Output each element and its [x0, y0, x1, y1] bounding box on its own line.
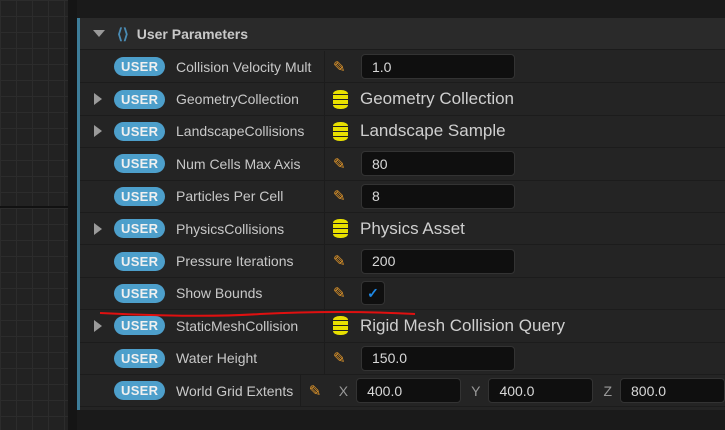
user-badge: USER: [114, 57, 166, 77]
parameter-row: USER Collision Velocity Mult ✎ 1.0: [80, 51, 725, 84]
database-icon: [333, 89, 348, 109]
pencil-icon[interactable]: ✎: [333, 253, 346, 271]
value-cell: ✎ 200: [325, 245, 725, 276]
value-cell: ✎ 80: [325, 148, 725, 179]
parameter-row: USER World Grid Extents ✎ X 400.0 Y 400.0 Z 800.…: [80, 374, 725, 408]
parameter-row: USER StaticMeshCollision Rigid Mesh Collis…: [80, 310, 725, 343]
name-cell: USER Particles Per Cell: [80, 180, 325, 212]
value-input[interactable]: 8: [361, 183, 515, 209]
name-cell: USER GeometryCollection: [80, 83, 325, 115]
parameter-name[interactable]: Water Height: [176, 350, 258, 367]
user-badge: USER: [114, 283, 166, 303]
pencil-icon[interactable]: ✎: [333, 58, 346, 76]
section-title: User Parameters: [136, 25, 249, 42]
database-icon: [333, 121, 348, 141]
checkbox[interactable]: ✓: [361, 281, 385, 306]
user-badge: USER: [114, 251, 166, 271]
collapse-icon[interactable]: [93, 30, 105, 37]
name-cell: USER Show Bounds: [80, 277, 325, 310]
expand-icon[interactable]: [94, 125, 102, 138]
name-cell: USER Pressure Iterations: [80, 245, 325, 277]
parameter-name[interactable]: Pressure Iterations: [176, 253, 294, 270]
parameter-name[interactable]: Collision Velocity Mult: [176, 58, 312, 75]
parameter-name[interactable]: Particles Per Cell: [176, 188, 284, 205]
asset-value[interactable]: Geometry Collection: [360, 89, 515, 109]
details-panel: ⟨⟩ User Parameters USER Collision Velocit…: [77, 18, 725, 410]
pencil-icon[interactable]: ✎: [333, 188, 346, 206]
name-cell: USER LandscapeCollisions: [80, 115, 325, 148]
value-cell: ✎ 8: [325, 181, 725, 212]
expand-icon[interactable]: [94, 319, 102, 332]
user-badge: USER: [114, 219, 166, 239]
name-cell: USER PhysicsCollisions: [80, 212, 325, 245]
value-input[interactable]: 1.0: [361, 54, 515, 80]
parameter-name[interactable]: Show Bounds: [176, 285, 263, 302]
name-cell: USER Water Height: [80, 342, 325, 374]
splitter[interactable]: [68, 0, 77, 430]
parameter-name[interactable]: GeometryCollection: [176, 91, 299, 108]
parameter-icon: ⟨⟩: [117, 25, 129, 43]
graph-canvas[interactable]: [0, 0, 68, 430]
user-badge: USER: [114, 348, 166, 368]
user-badge: USER: [114, 316, 166, 336]
y-input[interactable]: 400.0: [488, 378, 594, 404]
parameter-name[interactable]: Num Cells Max Axis: [176, 155, 301, 172]
database-icon: [333, 316, 348, 336]
section-header[interactable]: ⟨⟩ User Parameters: [80, 18, 725, 50]
parameter-list: USER Collision Velocity Mult ✎ 1.0 USER Geome…: [80, 51, 725, 408]
name-cell: USER Num Cells Max Axis: [80, 148, 325, 180]
x-input[interactable]: 400.0: [356, 378, 462, 404]
asset-value[interactable]: Landscape Sample: [360, 121, 506, 141]
user-badge: USER: [114, 89, 166, 109]
check-icon: ✓: [367, 284, 379, 301]
value-cell: ✎ ✓: [325, 278, 725, 309]
axis-label-z: Z: [603, 382, 612, 399]
pencil-icon[interactable]: ✎: [333, 285, 346, 303]
user-badge: USER: [114, 186, 166, 206]
asset-value[interactable]: Rigid Mesh Collision Query: [360, 315, 566, 335]
expand-icon[interactable]: [94, 222, 102, 235]
value-cell: ✎ 1.0: [325, 51, 725, 82]
expand-icon[interactable]: [94, 93, 102, 106]
parameter-row: USER Num Cells Max Axis ✎ 80: [80, 148, 725, 181]
name-cell: USER Collision Velocity Mult: [80, 51, 325, 83]
pencil-icon[interactable]: ✎: [308, 382, 322, 400]
value-cell: Physics Asset: [325, 213, 725, 244]
value-input[interactable]: 200: [361, 248, 515, 274]
parameter-row: USER GeometryCollection Geometry Collectio…: [80, 83, 725, 116]
value-input[interactable]: 80: [361, 151, 515, 177]
axis-label-y: Y: [471, 382, 481, 399]
user-badge: USER: [114, 121, 166, 141]
user-badge: USER: [114, 381, 166, 401]
pencil-icon[interactable]: ✎: [333, 350, 346, 368]
parameter-row: USER Show Bounds ✎ ✓: [80, 277, 725, 311]
pencil-icon[interactable]: ✎: [333, 155, 346, 173]
name-cell: USER World Grid Extents: [80, 374, 301, 407]
divider: [0, 206, 68, 208]
value-cell: ✎ 150.0: [325, 343, 725, 374]
asset-value[interactable]: Physics Asset: [360, 218, 465, 238]
parameter-row: USER Pressure Iterations ✎ 200: [80, 245, 725, 278]
parameter-name[interactable]: World Grid Extents: [176, 382, 294, 399]
parameter-name[interactable]: StaticMeshCollision: [176, 317, 299, 334]
parameter-row: USER Water Height ✎ 150.0: [80, 342, 725, 375]
parameter-row: USER Particles Per Cell ✎ 8: [80, 180, 725, 213]
name-cell: USER StaticMeshCollision: [80, 310, 325, 342]
value-input[interactable]: 150.0: [361, 345, 515, 371]
value-cell: Geometry Collection: [325, 83, 725, 114]
parameter-name[interactable]: LandscapeCollisions: [176, 123, 305, 140]
parameter-row: USER PhysicsCollisions Physics Asset: [80, 212, 725, 246]
parameter-row: USER LandscapeCollisions Landscape Sample: [80, 115, 725, 149]
value-cell: Landscape Sample: [325, 116, 725, 147]
value-cell: Rigid Mesh Collision Query: [325, 310, 725, 341]
parameter-name[interactable]: PhysicsCollisions: [176, 220, 285, 237]
value-cell: ✎ X 400.0 Y 400.0 Z 800.0: [301, 375, 725, 406]
z-input[interactable]: 800.0: [620, 378, 725, 404]
user-badge: USER: [114, 154, 166, 174]
axis-label-x: X: [338, 382, 349, 399]
database-icon: [333, 219, 348, 239]
accent-bar: [77, 18, 80, 410]
